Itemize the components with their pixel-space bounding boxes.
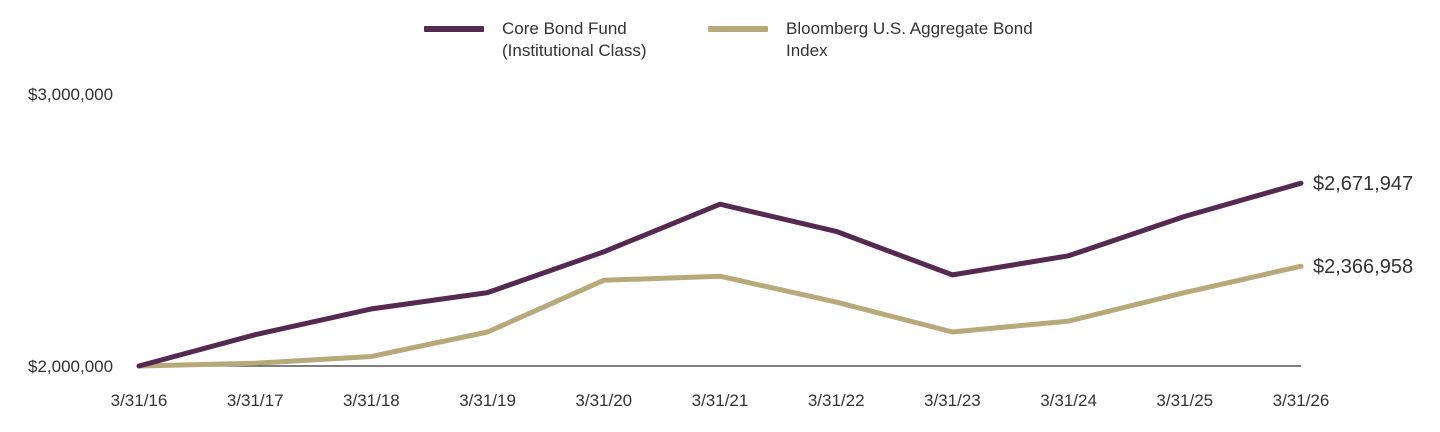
y-tick-label: $3,000,000 bbox=[28, 85, 113, 104]
series-line bbox=[136, 180, 1304, 369]
legend-item-fund: Core Bond Fund (Institutional Class) bbox=[424, 18, 647, 62]
x-tick-label: 3/31/16 bbox=[111, 391, 168, 410]
x-tick-label: 3/31/20 bbox=[575, 391, 632, 410]
x-tick-label: 3/31/23 bbox=[924, 391, 981, 410]
x-tick-label: 3/31/21 bbox=[692, 391, 749, 410]
legend-item-index: Bloomberg U.S. Aggregate Bond Index bbox=[708, 18, 1033, 62]
end-value-label: $2,366,958 bbox=[1313, 256, 1413, 278]
x-tick-label: 3/31/25 bbox=[1156, 391, 1213, 410]
x-tick-label: 3/31/22 bbox=[808, 391, 865, 410]
x-tick-label: 3/31/17 bbox=[227, 391, 284, 410]
y-tick-label: $2,000,000 bbox=[28, 357, 113, 376]
x-tick-label: 3/31/18 bbox=[343, 391, 400, 410]
end-value-label: $2,671,947 bbox=[1313, 173, 1413, 195]
series-line bbox=[136, 263, 1304, 369]
legend-swatch-fund bbox=[424, 26, 484, 32]
legend-label-fund: Core Bond Fund (Institutional Class) bbox=[502, 19, 647, 60]
legend-label-index: Bloomberg U.S. Aggregate Bond Index bbox=[786, 19, 1033, 60]
legend-swatch-index bbox=[708, 26, 768, 32]
legend: Core Bond Fund (Institutional Class) Blo… bbox=[0, 18, 1440, 68]
x-tick-label: 3/31/24 bbox=[1040, 391, 1097, 410]
x-tick-label: 3/31/19 bbox=[459, 391, 516, 410]
x-tick-label: 3/31/26 bbox=[1273, 391, 1330, 410]
